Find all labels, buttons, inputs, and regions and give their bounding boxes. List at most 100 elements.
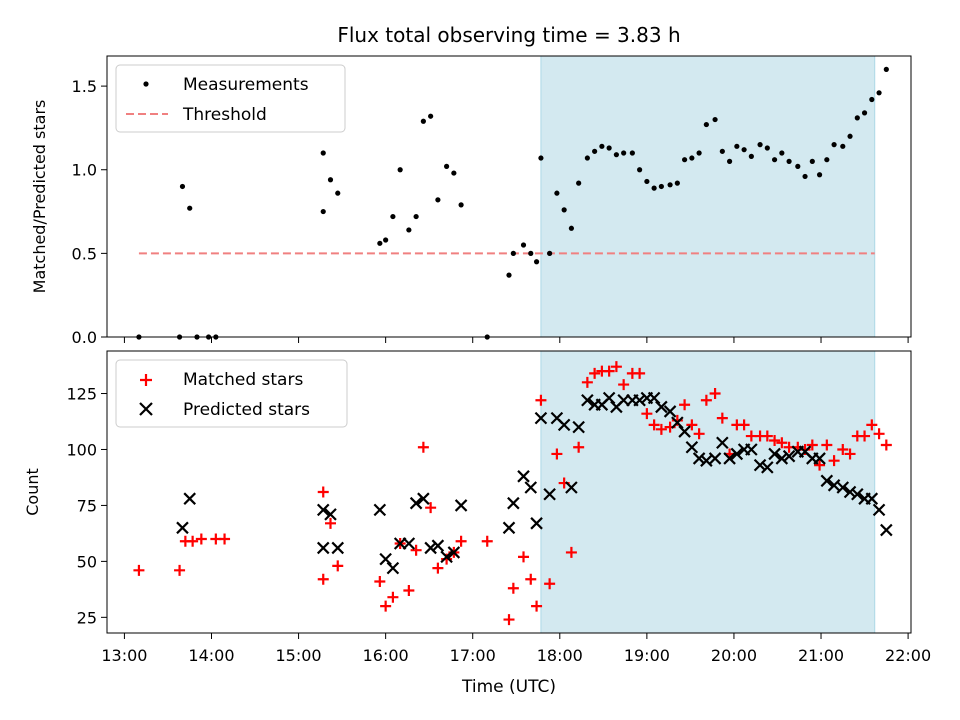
predicted-star-point bbox=[602, 391, 616, 405]
matched-star-point bbox=[417, 441, 429, 453]
measurement-point bbox=[696, 150, 702, 156]
measurement-point bbox=[667, 182, 673, 188]
bottom-y-tick-label: 100 bbox=[66, 440, 97, 459]
predicted-star-point bbox=[745, 443, 758, 456]
measurement-point bbox=[584, 155, 590, 161]
measurement-point bbox=[538, 155, 544, 161]
matched-star-point bbox=[551, 448, 563, 460]
measurement-point bbox=[547, 250, 553, 256]
measurement-point bbox=[869, 96, 875, 103]
top-panel-x-ticks bbox=[123, 337, 909, 343]
top-y-tick-label: 0.0 bbox=[72, 328, 97, 347]
measurement-point bbox=[795, 163, 801, 169]
matched-star-point bbox=[769, 435, 781, 447]
x-tick-label: 14:00 bbox=[188, 646, 234, 665]
predicted-star-point bbox=[524, 481, 538, 494]
measurement-point bbox=[674, 180, 680, 186]
measurement-point bbox=[533, 259, 540, 265]
measurement-point bbox=[629, 150, 635, 156]
measurement-point bbox=[757, 142, 763, 148]
predicted-star-point bbox=[716, 436, 729, 450]
matched-star-point bbox=[761, 430, 773, 442]
bottom-y-tick-label: 25 bbox=[77, 608, 97, 627]
bottom-legend: Matched stars Predicted stars bbox=[115, 359, 348, 428]
predicted-star-point bbox=[633, 393, 646, 407]
matched-star-point bbox=[806, 439, 818, 451]
measurement-point bbox=[320, 150, 326, 156]
predicted-star-point bbox=[557, 418, 571, 432]
matched-star-point bbox=[837, 443, 849, 455]
predicted-star-point bbox=[424, 541, 437, 555]
predicted-star-point bbox=[843, 485, 857, 499]
predicted-star-point bbox=[440, 550, 453, 564]
predicted-stars-points bbox=[176, 391, 893, 575]
measurement-point bbox=[802, 173, 808, 180]
matched-star-point bbox=[174, 564, 186, 576]
matched-star-point bbox=[844, 448, 856, 460]
top-y-tick-label: 0.5 bbox=[72, 244, 97, 263]
predicted-star-point bbox=[386, 561, 400, 575]
matched-star-point bbox=[821, 439, 833, 451]
measurement-point bbox=[599, 143, 605, 149]
bottom-panel-frame bbox=[106, 350, 912, 634]
predicted-star-point bbox=[655, 400, 668, 414]
matched-star-point bbox=[634, 367, 646, 379]
measurement-point bbox=[383, 237, 389, 243]
matched-star-point bbox=[455, 535, 467, 547]
measurement-points bbox=[136, 66, 889, 340]
measurement-point bbox=[712, 116, 718, 123]
measurement-point bbox=[764, 145, 770, 151]
predicted-star-point bbox=[865, 492, 879, 505]
predicted-star-point bbox=[316, 503, 330, 517]
legend-measurements-label: Measurements bbox=[183, 75, 309, 95]
legend-matched-marker bbox=[140, 374, 152, 386]
measurement-point bbox=[179, 183, 186, 190]
measurement-point bbox=[420, 118, 426, 124]
predicted-star-point bbox=[565, 481, 578, 494]
matched-star-point bbox=[324, 517, 336, 529]
predicted-star-point bbox=[517, 470, 530, 483]
predicted-star-point bbox=[502, 521, 516, 535]
top-legend-box bbox=[115, 64, 346, 133]
measurement-point bbox=[435, 197, 441, 203]
bottom-legend-box bbox=[115, 359, 348, 428]
matched-star-point bbox=[873, 428, 885, 440]
measurement-point bbox=[651, 185, 657, 191]
measurement-point bbox=[779, 150, 785, 156]
measurement-point bbox=[606, 145, 612, 151]
predicted-star-point bbox=[880, 523, 893, 537]
measurement-point bbox=[831, 142, 837, 148]
measurement-point bbox=[726, 158, 733, 164]
measurement-point bbox=[847, 133, 853, 139]
chart-title: Flux total observing time = 3.83 h bbox=[337, 23, 680, 47]
measurement-point bbox=[413, 213, 419, 220]
matched-star-point bbox=[655, 423, 667, 435]
measurement-point bbox=[320, 208, 326, 215]
predicted-star-point bbox=[836, 481, 850, 494]
predicted-star-point bbox=[753, 458, 767, 472]
predicted-star-point bbox=[647, 391, 661, 405]
top-panel-observing-interval bbox=[540, 55, 876, 338]
predicted-star-point bbox=[454, 499, 468, 512]
predicted-star-point bbox=[447, 546, 461, 559]
predicted-star-point bbox=[402, 537, 416, 550]
matched-star-point bbox=[641, 408, 653, 420]
predicted-star-point bbox=[176, 521, 189, 535]
matched-star-point bbox=[544, 578, 556, 590]
measurement-point bbox=[554, 190, 560, 196]
measurement-point bbox=[592, 148, 598, 154]
x-tick-label: 17:00 bbox=[450, 646, 496, 665]
predicted-star-point bbox=[813, 452, 826, 465]
matched-star-point bbox=[880, 439, 892, 451]
top-panel-y-label: Matched/Predicted stars bbox=[30, 100, 49, 294]
matched-star-point bbox=[573, 441, 585, 453]
matched-star-point bbox=[432, 562, 444, 574]
matched-star-point bbox=[380, 600, 392, 612]
measurement-point bbox=[451, 170, 457, 176]
matched-star-point bbox=[187, 535, 199, 547]
matched-star-point bbox=[387, 591, 399, 603]
matched-star-point bbox=[738, 419, 750, 431]
matched-star-point bbox=[531, 600, 543, 612]
measurement-point bbox=[658, 183, 664, 190]
measurement-point bbox=[377, 240, 383, 246]
